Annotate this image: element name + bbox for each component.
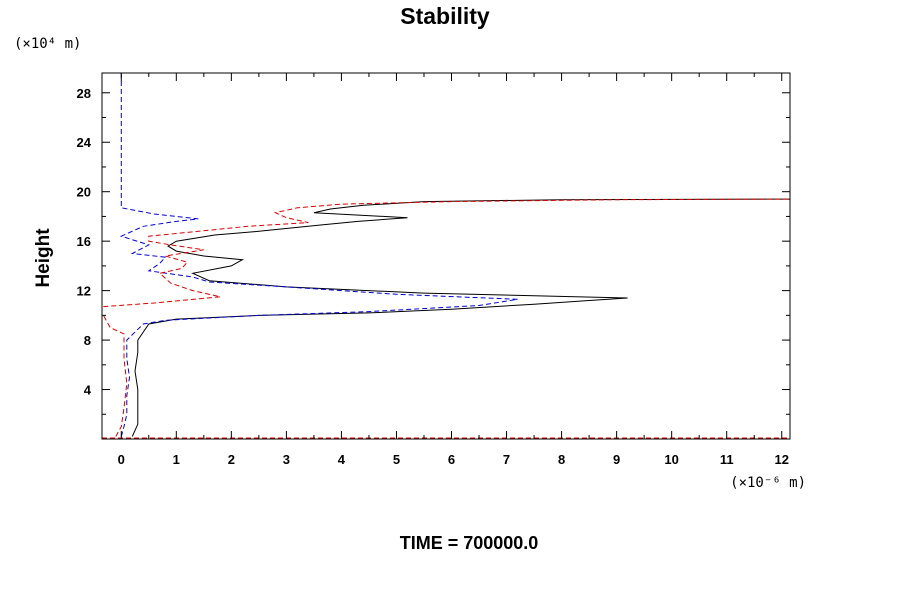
y-tick-label: 16 xyxy=(77,234,91,249)
series-line-3 xyxy=(102,198,790,437)
plot-frame xyxy=(101,72,791,440)
x-tick-label: 11 xyxy=(720,452,734,467)
y-tick-label: 8 xyxy=(84,333,91,348)
y-tick-label: 24 xyxy=(77,135,92,150)
y-tick-label: 28 xyxy=(77,86,91,101)
x-tick-label: 5 xyxy=(393,452,400,467)
x-tick-label: 4 xyxy=(338,452,346,467)
x-tick-label: 6 xyxy=(448,452,455,467)
y-tick-label: 20 xyxy=(77,185,91,200)
y-tick-label: 4 xyxy=(84,383,92,398)
x-tick-label: 0 xyxy=(118,452,125,467)
x-unit-label: (×10⁻⁶ m) xyxy=(730,475,806,491)
x-tick-label: 1 xyxy=(173,452,180,467)
x-tick-label: 7 xyxy=(503,452,510,467)
chart-title: Stability xyxy=(400,3,490,29)
x-tick-label: 12 xyxy=(775,452,789,467)
series-line-1 xyxy=(131,198,790,437)
y-axis-label: Height xyxy=(33,228,54,288)
series-line-2 xyxy=(119,73,518,437)
y-unit-label: (×10⁴ m) xyxy=(14,36,81,52)
x-tick-label: 8 xyxy=(558,452,565,467)
x-tick-label: 3 xyxy=(283,452,290,467)
x-tick-label: 9 xyxy=(613,452,620,467)
series-layer xyxy=(102,73,790,439)
y-tick-label: 12 xyxy=(77,284,91,299)
x-tick-label: 10 xyxy=(664,452,678,467)
tick-layer xyxy=(102,73,790,439)
time-label: TIME = 700000.0 xyxy=(400,533,539,553)
x-tick-label: 2 xyxy=(228,452,235,467)
